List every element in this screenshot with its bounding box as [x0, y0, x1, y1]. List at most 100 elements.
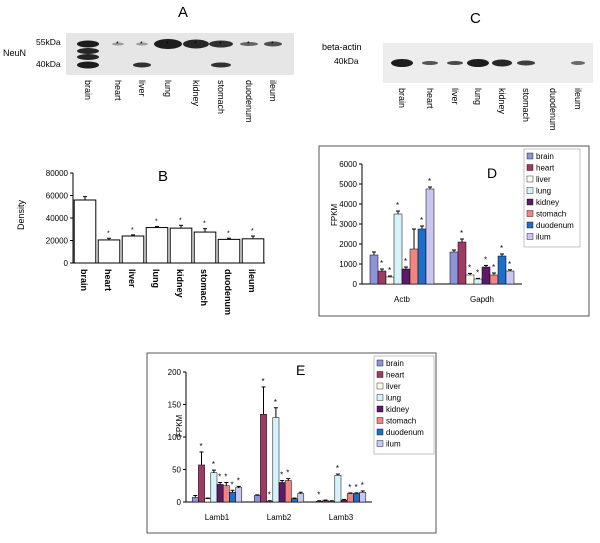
blot-a-significance-star: * — [271, 41, 274, 48]
chart-e-frame — [146, 352, 437, 534]
chart-e-legend-swatch — [376, 371, 384, 378]
chart-d-significance-star: * — [460, 229, 463, 238]
chart-e-x-tick-label: Lamb1 — [205, 513, 230, 522]
chart-d-legend-entry: lung — [536, 187, 551, 196]
chart-e-bar — [260, 414, 267, 503]
chart-d-y-tick-label: 1000 — [339, 260, 357, 269]
blot-a: NeuN 55kDa 40kDa * * * * * * * brain heart liver… — [3, 33, 294, 123]
chart-d-x-tick-label: Gapdh — [470, 295, 494, 304]
chart-d-legend-entry: ilum — [536, 233, 551, 242]
chart-b-significance-star: * — [179, 217, 182, 224]
blot-a-lane-label: kidney — [191, 80, 201, 107]
panel-b-letter: B — [158, 168, 168, 185]
chart-d-y-tick-label: 2000 — [339, 240, 357, 249]
chart-e-significance-star: * — [268, 491, 271, 500]
chart-d-bar — [489, 274, 499, 285]
blot-c-band — [517, 60, 535, 66]
chart-d-significance-star: * — [428, 177, 431, 186]
chart-b-y-tick-label: 20000 — [46, 237, 69, 246]
chart-b-significance-star: * — [107, 230, 110, 237]
chart-b: 0 20000 40000 60000 80000 Density brain * heart *… — [16, 169, 265, 315]
blot-a-significance-star: * — [219, 41, 222, 48]
chart-d-y-label: FPKM — [330, 203, 339, 226]
chart-e-legend-entry: lung — [386, 394, 401, 403]
blot-a-significance-star: * — [194, 41, 197, 48]
blot-c-lane-label: lung — [473, 88, 483, 105]
blot-c-lane-label: stomach — [521, 88, 531, 122]
chart-d-legend-swatch — [526, 187, 534, 194]
chart-d-legend-swatch — [526, 198, 534, 206]
chart-e-legend-entry: liver — [386, 382, 401, 391]
blot-c-lane-label: heart — [425, 88, 435, 109]
chart-d-y-tick-label: 0 — [353, 280, 358, 289]
chart-d-legend-entry: duodenum — [536, 221, 574, 230]
blot-c-lane-label: duodenum — [548, 88, 558, 131]
panel-d-letter: D — [487, 165, 497, 181]
chart-b-bar — [217, 238, 241, 264]
chart-b-significance-star: * — [155, 218, 158, 225]
chart-b-bar — [241, 238, 265, 264]
blot-a-size-55: 55kDa — [36, 37, 61, 47]
chart-d-legend-box — [523, 148, 581, 248]
chart-e-bar — [328, 501, 336, 503]
chart-b-y-tick-label: 0 — [64, 259, 69, 268]
chart-d: 0 1000 2000 3000 4000 5000 6000 FPKM * * * * * * Actb *… — [330, 148, 581, 304]
chart-e-bar — [353, 493, 360, 503]
chart-e-legend-box — [373, 355, 435, 455]
blot-a-band-upper — [183, 39, 209, 49]
blot-a-bands — [77, 39, 282, 69]
chart-d-significance-star: * — [500, 244, 503, 253]
chart-e-bar — [359, 492, 367, 503]
chart-e-legend-entry: heart — [386, 371, 405, 380]
chart-d-bar — [393, 213, 403, 285]
blot-a-lane-label: heart — [113, 80, 123, 101]
chart-d-legend-entry: liver — [536, 175, 551, 184]
chart-e-bar — [291, 498, 298, 503]
blot-a-band-lower — [211, 62, 231, 68]
chart-e-legend-entry: brain — [386, 359, 404, 368]
chart-e-bar — [334, 475, 342, 503]
chart-b-y-tick-label: 80000 — [46, 169, 69, 178]
chart-e-bar — [222, 485, 230, 503]
chart-e-x-tick-label: Lamb3 — [329, 513, 354, 522]
chart-e-significance-star: * — [200, 442, 203, 451]
chart-e-significance-star: * — [224, 473, 227, 482]
blot-c-lane-label: kidney — [497, 88, 507, 115]
chart-e-legend-swatch — [376, 440, 384, 447]
chart-e-significance-star: * — [348, 483, 351, 492]
chart-d-y-tick-label: 5000 — [339, 180, 357, 189]
chart-e-bar — [315, 501, 323, 503]
chart-b-significance-star: * — [251, 228, 254, 235]
chart-d-bar — [417, 228, 427, 285]
chart-e-legend-entry: kidney — [386, 405, 409, 414]
chart-d-bar — [409, 248, 419, 285]
chart-d-x-tick-label: Actb — [394, 295, 411, 304]
chart-e-bar — [346, 493, 354, 503]
blot-c-band — [571, 61, 585, 65]
blot-a-lane-label: lung — [163, 80, 173, 97]
chart-e-significance-star: * — [280, 471, 283, 480]
chart-e-bar — [204, 498, 212, 503]
chart-e-bar — [210, 472, 218, 503]
chart-e-bar — [272, 417, 280, 503]
chart-b-x-tick-label: liver — [127, 269, 137, 288]
chart-e-bar — [216, 484, 224, 503]
panel-e-letter: E — [296, 362, 305, 378]
chart-b-significance-star: * — [131, 227, 134, 234]
blot-a-marker-label: NeuN — [3, 48, 26, 58]
chart-e-significance-star: * — [231, 480, 234, 489]
chart-d-legend-swatch — [526, 175, 534, 183]
blot-a-membrane — [66, 33, 294, 75]
chart-d-bar — [473, 278, 483, 285]
panel-c-letter: C — [470, 10, 481, 27]
blot-c-size-40: 40kDa — [334, 56, 359, 66]
chart-b-significance-star: * — [227, 230, 230, 237]
blot-c-band — [492, 59, 512, 67]
chart-b-x-tick-label: kidney — [175, 269, 185, 298]
chart-d-legend-swatch — [526, 221, 534, 229]
chart-b-y-tick-label: 60000 — [46, 192, 69, 201]
chart-d-bar — [385, 276, 395, 285]
chart-b-bar — [121, 235, 145, 264]
chart-d-significance-star: * — [404, 257, 407, 266]
chart-b-bar — [97, 239, 121, 264]
